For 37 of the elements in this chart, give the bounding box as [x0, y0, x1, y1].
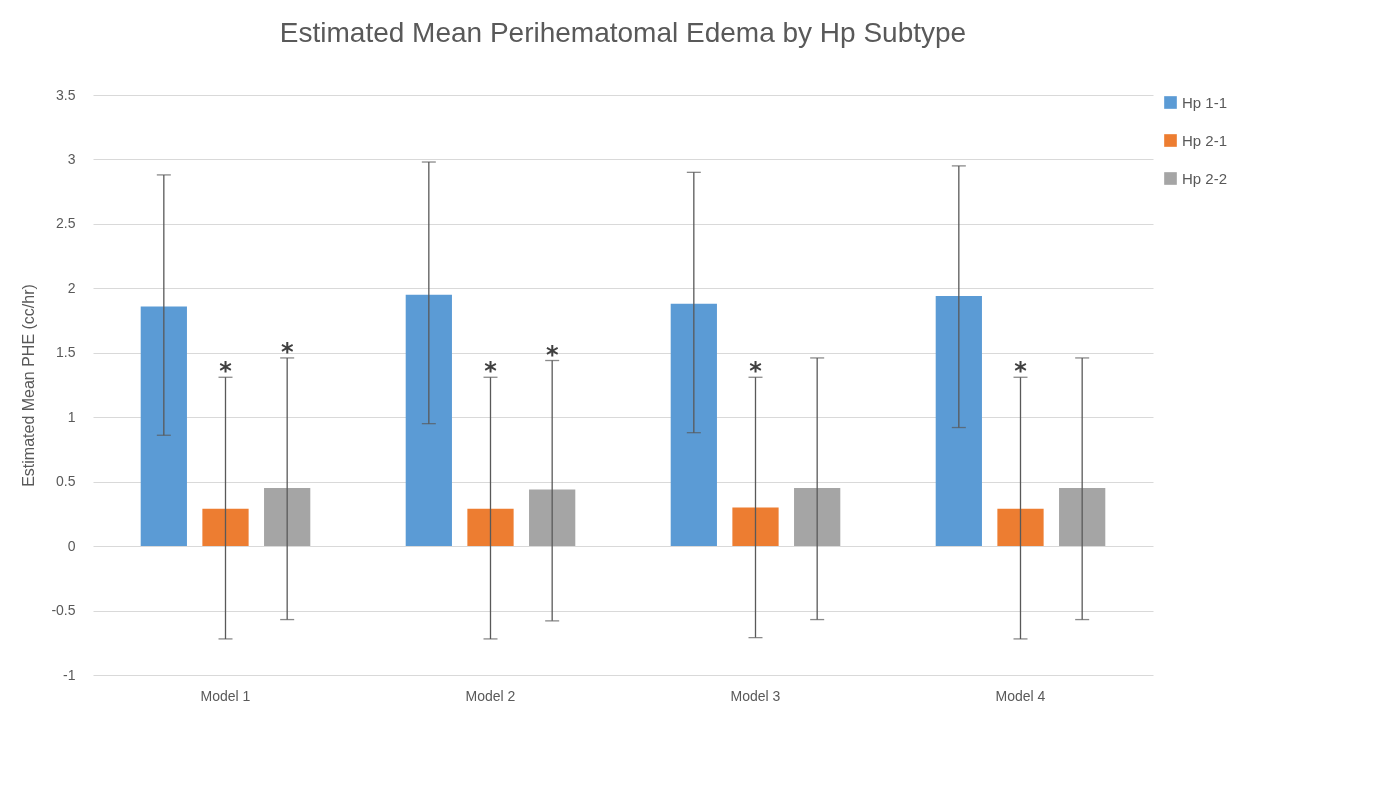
annotation: *	[545, 340, 559, 369]
y-tick-label: 1.5	[56, 344, 76, 361]
bar	[467, 508, 514, 547]
bar	[140, 306, 187, 547]
bar	[732, 507, 779, 547]
legend-label: Hp 2-1	[1182, 131, 1228, 149]
annotation: *	[280, 337, 294, 366]
annotation: *	[484, 357, 498, 386]
x-tick-label: Model 2	[465, 687, 516, 704]
bar	[529, 489, 576, 547]
y-tick-label: 0.5	[56, 473, 76, 490]
annotation: *	[749, 357, 763, 386]
bar	[935, 296, 982, 547]
annotation: *	[219, 357, 233, 386]
y-tick-label: 2.5	[56, 215, 76, 232]
bar	[794, 488, 841, 547]
y-axis-title: Estimated Mean PHE (cc/hr)	[20, 284, 38, 487]
legend-label: Hp 2-2	[1182, 169, 1228, 187]
chart-title: Estimated Mean Perihematomal Edema by Hp Subtype	[279, 17, 967, 48]
x-tick-label: Model 3	[730, 687, 781, 704]
bar	[997, 508, 1044, 547]
bar	[202, 508, 249, 547]
annotation: *	[1014, 357, 1028, 386]
x-tick-label: Model 4	[995, 687, 1046, 704]
legend-label: Hp 1-1	[1182, 93, 1228, 111]
y-tick-label: 1	[67, 408, 76, 425]
bar	[1059, 488, 1106, 547]
y-tick-label: 0	[67, 537, 76, 554]
x-tick-label: Model 1	[200, 687, 251, 704]
bar	[264, 488, 311, 547]
y-tick-label: 3	[67, 150, 76, 167]
y-tick-label: -1	[63, 666, 76, 683]
y-tick-label: 3.5	[56, 86, 76, 103]
bar	[405, 294, 452, 547]
y-tick-label: -0.5	[51, 602, 76, 619]
y-tick-label: 2	[67, 279, 76, 296]
bar	[670, 303, 717, 547]
